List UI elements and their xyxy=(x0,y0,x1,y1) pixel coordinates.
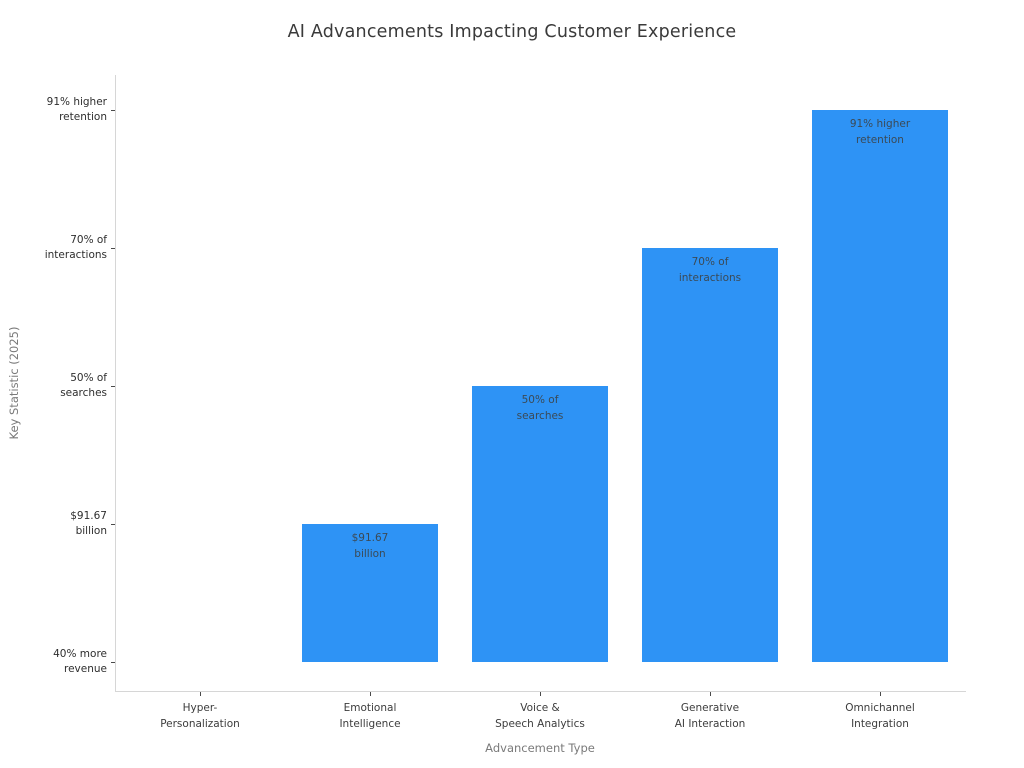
y-tick-label: 40% more revenue xyxy=(53,647,107,676)
bar-label-voice-speech-analytics: 50% of searches xyxy=(516,394,564,422)
bar-emotional-intelligence xyxy=(302,524,438,662)
y-tick-mark xyxy=(111,385,115,387)
y-tick-label: $91.67 billion xyxy=(70,509,107,538)
y-tick-mark xyxy=(111,523,115,525)
chart-title: AI Advancements Impacting Customer Exper… xyxy=(287,22,737,42)
x-tick-label: Voice & Speech Analytics xyxy=(495,702,585,730)
x-tick-label: Emotional Intelligence xyxy=(339,702,401,730)
bar-voice-speech-analytics xyxy=(472,386,608,662)
bar-label-generative-ai-interaction: 70% of interactions xyxy=(678,256,742,284)
bar-omnichannel-integration xyxy=(812,110,948,662)
x-tick-mark xyxy=(709,692,711,696)
y-tick-mark xyxy=(111,109,115,111)
x-tick-label: Hyper- Personalization xyxy=(160,702,240,730)
x-axis-title: Advancement Type xyxy=(485,741,595,755)
y-tick-label: 50% of searches xyxy=(60,371,107,400)
x-tick-mark xyxy=(369,692,371,696)
bar-label-emotional-intelligence: $91.67 billion xyxy=(351,532,389,560)
y-tick-mark xyxy=(111,247,115,249)
x-tick-mark xyxy=(199,692,201,696)
plot-area xyxy=(115,75,966,692)
x-tick-mark xyxy=(879,692,881,696)
y-tick-label: 91% higher retention xyxy=(46,95,107,124)
x-tick-label: Omnichannel Integration xyxy=(845,702,915,730)
y-tick-label: 70% of interactions xyxy=(44,233,107,262)
y-tick-mark xyxy=(111,661,115,663)
x-tick-mark xyxy=(539,692,541,696)
bar-generative-ai-interaction xyxy=(642,248,778,662)
bar-label-omnichannel-integration: 91% higher retention xyxy=(849,118,911,146)
x-tick-label: Generative AI Interaction xyxy=(674,702,746,730)
